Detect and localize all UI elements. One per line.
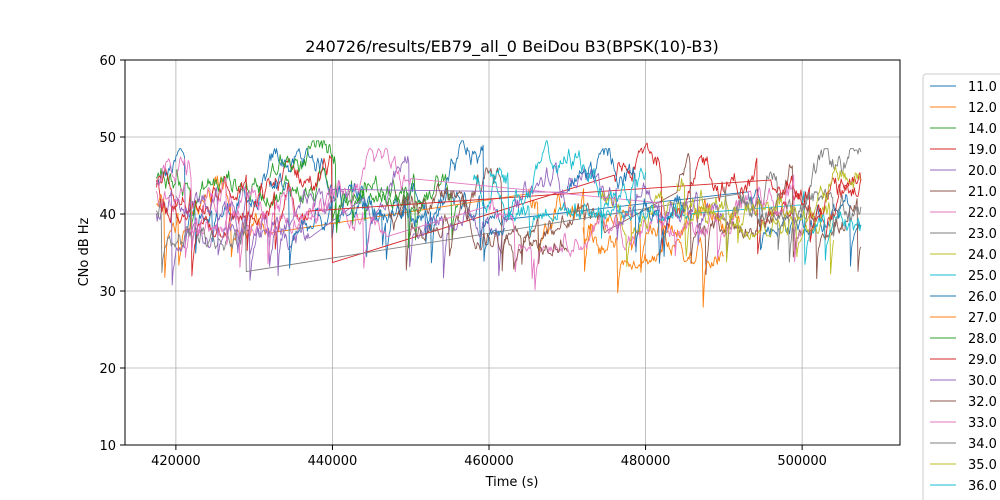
x-tick-label: 460000 (464, 454, 514, 469)
x-axis: 420000 440000 460000 480000 500000 (151, 445, 827, 469)
series-line-14.0 (155, 167, 459, 242)
series-line-34.0 (723, 186, 862, 259)
legend-label: 20.0 (968, 164, 997, 179)
legend-label: 24.0 (968, 248, 997, 263)
legend-label: 22.0 (968, 206, 997, 221)
series-line-28.0 (269, 140, 427, 249)
series-line-26.0 (269, 140, 506, 269)
x-tick-label: 500000 (777, 454, 827, 469)
legend-label: 36.0 (968, 479, 997, 494)
legend-label: 35.0 (968, 458, 997, 473)
series-line-29.0 (155, 172, 862, 252)
y-tick-label: 60 (99, 54, 116, 69)
legend-label: 12.0 (968, 101, 997, 116)
x-axis-label: Time (s) (485, 475, 539, 490)
legend-label: 25.0 (968, 269, 997, 284)
chart-title: 240726/results/EB79_all_0 BeiDou B3(BPSK… (305, 37, 719, 57)
plot-frame (124, 59, 901, 446)
series-line-27.0 (582, 223, 725, 308)
series-group (155, 140, 862, 308)
series-line-35.0 (676, 166, 862, 263)
series-line-33.0 (155, 148, 803, 265)
series-line-22.0 (155, 179, 670, 291)
x-tick-label: 480000 (621, 454, 671, 469)
legend-label: 30.0 (968, 374, 997, 389)
y-axis: 10 20 30 40 50 60 (99, 54, 125, 454)
series-line-32.0 (386, 183, 568, 270)
x-tick-label: 420000 (151, 454, 201, 469)
y-tick-label: 40 (99, 208, 116, 223)
legend-label: 23.0 (968, 227, 997, 242)
legend-label: 32.0 (968, 395, 997, 410)
legend-label: 33.0 (968, 416, 997, 431)
legend-label: 34.0 (968, 437, 997, 452)
legend: 11.0 12.0 14.0 19.0 20.0 21.0 22.0 23.0 24.0 25.0… (922, 73, 1000, 500)
x-tick-label: 440000 (308, 454, 358, 469)
y-tick-label: 50 (99, 131, 116, 146)
legend-label: 19.0 (968, 143, 997, 158)
legend-label: 14.0 (968, 122, 997, 137)
series-line-37.0 (566, 148, 686, 264)
legend-box (922, 73, 1000, 500)
legend-label: 21.0 (968, 185, 997, 200)
series-line-25.0 (472, 174, 862, 265)
legend-label: 27.0 (968, 311, 997, 326)
legend-label: 11.0 (968, 80, 997, 95)
y-axis-label: CNo dB Hz (77, 217, 92, 286)
y-tick-label: 10 (99, 439, 116, 454)
y-tick-label: 30 (99, 285, 116, 300)
y-tick-label: 20 (99, 362, 116, 377)
legend-label: 26.0 (968, 290, 997, 305)
series-line-36.0 (488, 140, 647, 239)
legend-label: 29.0 (968, 353, 997, 368)
legend-label: 28.0 (968, 332, 997, 347)
